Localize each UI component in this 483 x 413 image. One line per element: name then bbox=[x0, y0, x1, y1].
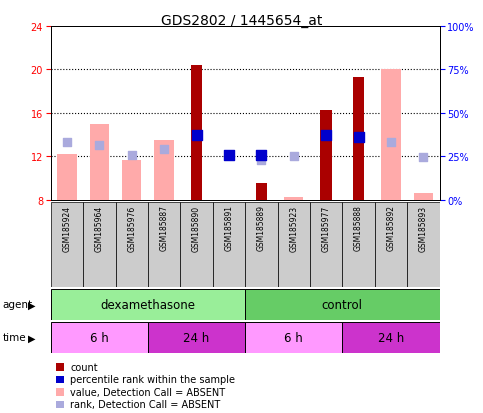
Text: GSM185924: GSM185924 bbox=[62, 205, 71, 251]
Text: ▶: ▶ bbox=[28, 299, 35, 310]
Bar bbox=[213, 202, 245, 287]
Point bbox=[96, 143, 103, 150]
Bar bbox=[381, 70, 401, 200]
Bar bbox=[51, 289, 245, 320]
Text: time: time bbox=[2, 332, 26, 343]
Text: GSM185890: GSM185890 bbox=[192, 205, 201, 251]
Text: 6 h: 6 h bbox=[284, 331, 303, 344]
Text: rank, Detection Call = ABSENT: rank, Detection Call = ABSENT bbox=[70, 399, 220, 409]
Text: percentile rank within the sample: percentile rank within the sample bbox=[70, 375, 235, 385]
Bar bbox=[90, 124, 109, 200]
Bar bbox=[180, 202, 213, 287]
Bar bbox=[245, 322, 342, 353]
Text: value, Detection Call = ABSENT: value, Detection Call = ABSENT bbox=[70, 387, 225, 397]
Text: 6 h: 6 h bbox=[90, 331, 109, 344]
Point bbox=[290, 154, 298, 160]
Bar bbox=[284, 197, 303, 200]
Text: GSM185888: GSM185888 bbox=[354, 205, 363, 251]
Text: 24 h: 24 h bbox=[184, 331, 210, 344]
Bar bbox=[148, 202, 180, 287]
Bar bbox=[320, 110, 332, 200]
Point bbox=[419, 155, 427, 161]
Text: agent: agent bbox=[2, 299, 32, 310]
Bar bbox=[57, 155, 77, 200]
Text: GSM185891: GSM185891 bbox=[225, 205, 233, 251]
Text: GSM185977: GSM185977 bbox=[322, 205, 331, 251]
Bar bbox=[191, 66, 202, 200]
Bar bbox=[245, 202, 278, 287]
Bar bbox=[413, 194, 433, 200]
Point bbox=[63, 140, 71, 146]
Point bbox=[193, 132, 200, 139]
Bar bbox=[51, 322, 148, 353]
Point bbox=[257, 157, 265, 164]
Bar bbox=[342, 322, 440, 353]
Bar bbox=[278, 202, 310, 287]
Point bbox=[225, 152, 233, 159]
Point bbox=[128, 152, 136, 159]
Text: GSM185923: GSM185923 bbox=[289, 205, 298, 251]
Text: GSM185964: GSM185964 bbox=[95, 205, 104, 251]
Bar bbox=[310, 202, 342, 287]
Bar bbox=[375, 202, 407, 287]
Bar bbox=[353, 78, 364, 200]
Text: GDS2802 / 1445654_at: GDS2802 / 1445654_at bbox=[161, 14, 322, 28]
Text: GSM185887: GSM185887 bbox=[159, 205, 169, 251]
Bar bbox=[51, 202, 83, 287]
Point bbox=[387, 140, 395, 146]
Point bbox=[355, 134, 362, 141]
Text: GSM185976: GSM185976 bbox=[127, 205, 136, 251]
Bar bbox=[155, 141, 174, 200]
Bar bbox=[256, 184, 267, 200]
Bar bbox=[148, 322, 245, 353]
Bar bbox=[245, 289, 440, 320]
Bar bbox=[342, 202, 375, 287]
Text: 24 h: 24 h bbox=[378, 331, 404, 344]
Text: dexamethasone: dexamethasone bbox=[100, 298, 196, 311]
Bar bbox=[122, 160, 142, 200]
Text: control: control bbox=[322, 298, 363, 311]
Point bbox=[322, 132, 330, 139]
Text: count: count bbox=[70, 362, 98, 372]
Text: ▶: ▶ bbox=[28, 332, 35, 343]
Bar bbox=[115, 202, 148, 287]
Point bbox=[257, 152, 265, 159]
Bar bbox=[407, 202, 440, 287]
Text: GSM185893: GSM185893 bbox=[419, 205, 428, 251]
Text: GSM185889: GSM185889 bbox=[257, 205, 266, 251]
Point bbox=[160, 146, 168, 153]
Text: GSM185892: GSM185892 bbox=[386, 205, 396, 251]
Bar bbox=[83, 202, 115, 287]
